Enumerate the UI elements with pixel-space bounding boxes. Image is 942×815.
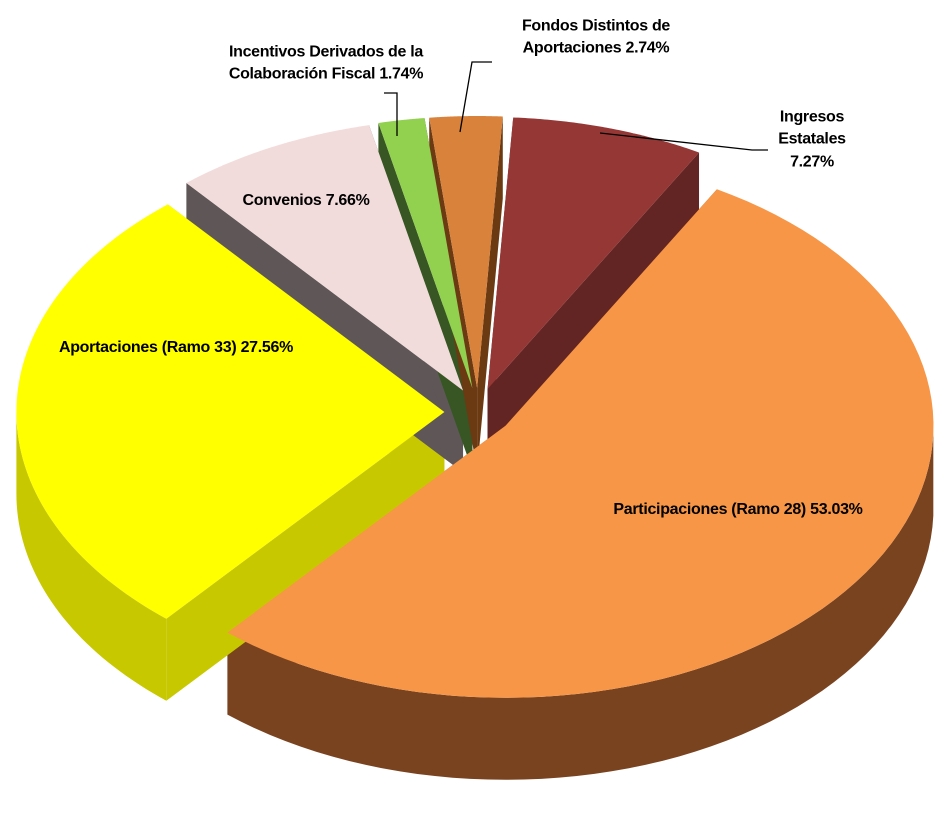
slice-name: Convenios — [242, 191, 322, 209]
slice-name: Fondos Distintos de Aportaciones — [521, 17, 671, 57]
slice-label: Ingresos Estatales 7.27% — [757, 106, 867, 173]
slice-value: 53.03% — [810, 500, 863, 518]
leader-line — [384, 92, 398, 136]
slice-value: 27.56% — [240, 338, 294, 356]
slice-wall — [477, 116, 503, 471]
slice — [186, 125, 464, 391]
slice-label: Incentivos Derivados de la Colaboración … — [191, 42, 461, 87]
leader-lines — [384, 61, 768, 151]
slice-name: Participaciones (Ramo 28) — [613, 500, 806, 518]
slice — [16, 204, 445, 619]
slice-tops — [16, 116, 934, 698]
slice-value: 7.27% — [790, 153, 834, 171]
slice-value: 2.74% — [625, 40, 670, 57]
slice — [227, 189, 934, 698]
slice-label: Fondos Distintos de Aportaciones 2.74% — [491, 16, 701, 61]
slice-name: Aportaciones (Ramo 33) — [58, 338, 237, 356]
slice-label: Aportaciones (Ramo 33) 27.56% — [56, 337, 296, 359]
slice-side — [227, 433, 934, 780]
slice-label: Participaciones (Ramo 28) 53.03% — [598, 499, 878, 521]
slice — [487, 117, 700, 389]
slice-value: 7.66% — [325, 191, 370, 209]
leader-line — [599, 132, 768, 151]
slice — [378, 118, 473, 389]
slice-name: Ingresos Estatales — [778, 108, 846, 148]
slice-value: 1.74% — [379, 66, 424, 83]
slice-label: Convenios 7.66% — [242, 190, 369, 212]
slice-side — [16, 411, 167, 701]
slice-name: Incentivos Derivados de la Colaboración … — [228, 43, 424, 83]
leader-line — [459, 61, 492, 133]
slice — [429, 116, 503, 389]
